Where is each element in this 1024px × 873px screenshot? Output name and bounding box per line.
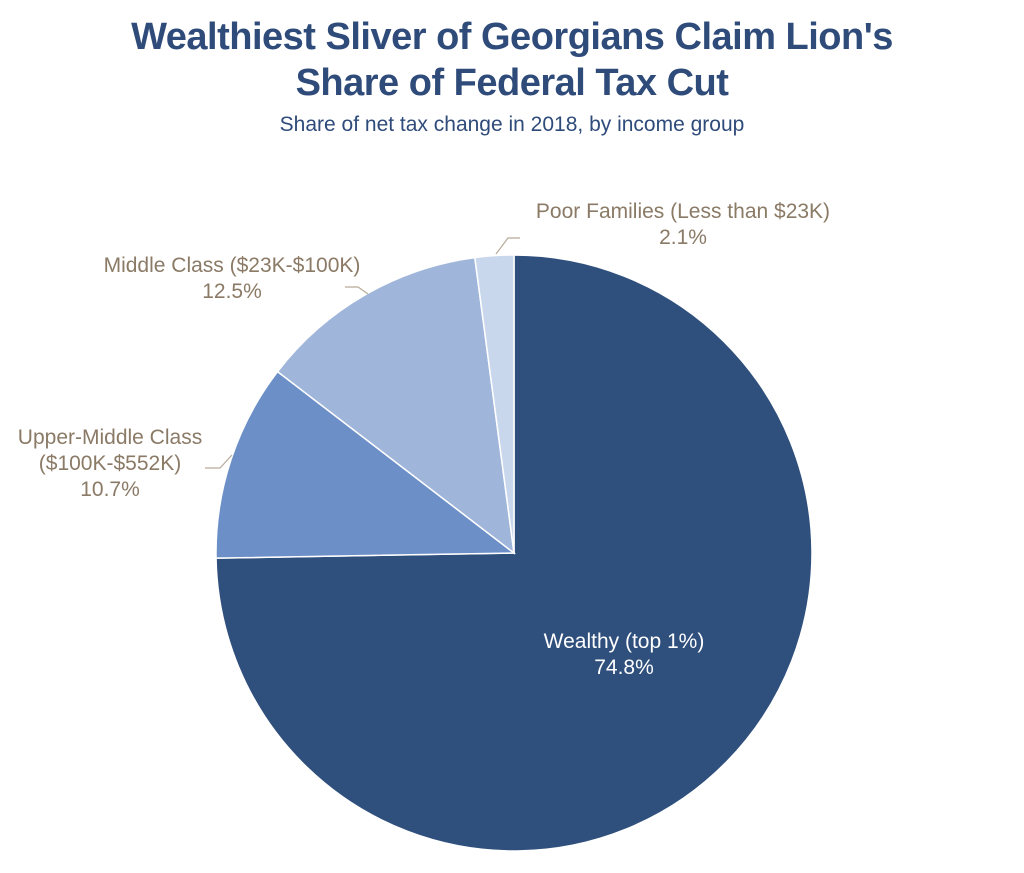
slice-label-3: Poor Families (Less than $23K) 2.1% xyxy=(536,200,830,249)
slice-value-label-3: 2.1% xyxy=(659,226,707,249)
slice-value-label-0: 74.8% xyxy=(594,656,654,679)
leader-line-1 xyxy=(205,454,233,469)
pie-slice-1 xyxy=(215,370,517,559)
pie-slice-3 xyxy=(473,254,515,554)
pie-slice-2 xyxy=(276,256,515,555)
slice-name-label-1-0: Upper-Middle Class xyxy=(18,426,202,449)
slice-value-label-2: 12.5% xyxy=(202,280,262,303)
chart-title-line-1: Wealthiest Sliver of Georgians Claim Lio… xyxy=(131,16,893,58)
slice-name-label-2-0: Middle Class ($23K-$100K) xyxy=(104,254,361,277)
slice-name-label-0-0: Wealthy (top 1%) xyxy=(544,630,705,653)
slice-name-label-3-0: Poor Families (Less than $23K) xyxy=(536,200,830,223)
slice-value-label-1: 10.7% xyxy=(80,478,140,501)
leader-line-3 xyxy=(495,237,520,255)
chart-title-line-2: Share of Federal Tax Cut xyxy=(295,62,729,104)
leader-lines xyxy=(205,237,520,469)
slice-name-label-1-1: ($100K-$552K) xyxy=(39,452,181,475)
chart-title: Wealthiest Sliver of Georgians Claim Lio… xyxy=(0,14,1024,106)
chart-subtitle: Share of net tax change in 2018, by inco… xyxy=(279,113,745,136)
pie-slices xyxy=(215,254,813,852)
slice-label-1: Upper-Middle Class ($100K-$552K) 10.7% xyxy=(18,426,202,501)
slice-labels: Wealthy (top 1%) 74.8% Upper-Middle Class (… xyxy=(18,200,830,679)
slice-label-0: Wealthy (top 1%) 74.8% xyxy=(544,630,705,679)
slice-label-2: Middle Class ($23K-$100K) 12.5% xyxy=(104,254,361,303)
leader-line-2 xyxy=(345,286,369,295)
